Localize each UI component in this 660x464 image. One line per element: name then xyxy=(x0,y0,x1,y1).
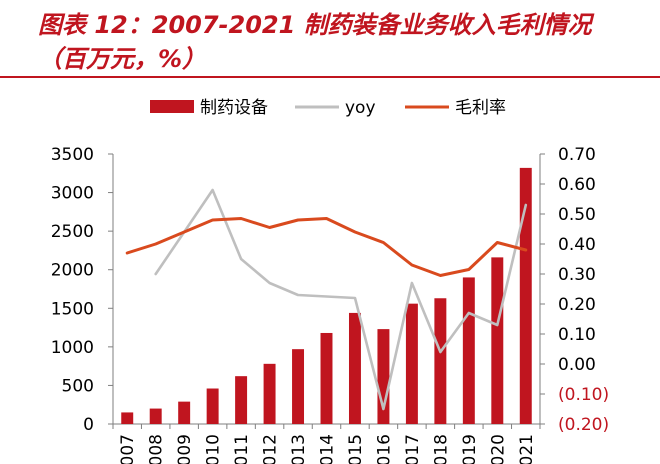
y-right-tick-label: 0.70 xyxy=(558,145,596,165)
x-tick-label: 2018 xyxy=(431,434,451,464)
x-tick-label: 2009 xyxy=(175,434,195,464)
y-right-tick-label: (0.20) xyxy=(558,415,609,435)
legend-label: 毛利率 xyxy=(455,98,506,118)
figure-title-line2: （百万元，%） xyxy=(38,45,207,73)
x-tick-label: 2017 xyxy=(403,434,423,464)
x-tick-label: 2019 xyxy=(460,434,480,464)
x-tick-label: 2013 xyxy=(289,434,309,464)
x-tick-label: 2021 xyxy=(517,434,537,464)
y-right-tick-label: 0.60 xyxy=(558,175,596,195)
x-tick-label: 2008 xyxy=(147,434,167,464)
legend: 制药设备 yoy 毛利率 xyxy=(150,98,506,118)
bar-2017 xyxy=(405,303,418,424)
x-tick-labels: 2007 2008 2009 2010 2011 2012 2013 2014 2015 2016… xyxy=(118,434,537,464)
x-tick-label: 2015 xyxy=(346,434,366,464)
y-left-tick-label: 3500 xyxy=(51,145,94,165)
y-left-tick-label: 1000 xyxy=(51,338,94,358)
bar-2015 xyxy=(348,312,361,424)
x-tick-label: 2007 xyxy=(118,434,138,464)
x-tick-label: 2011 xyxy=(232,434,252,464)
y-right-tick-label: 0.10 xyxy=(558,325,596,345)
y-left-tick-label: 500 xyxy=(62,376,94,396)
y-left-tick-label: 2000 xyxy=(51,261,94,281)
x-tick-label: 2012 xyxy=(261,434,281,464)
y-right-tick-label: 0.30 xyxy=(558,265,596,285)
y-right-tick-label: (0.10) xyxy=(558,385,609,405)
bar-2013 xyxy=(292,349,305,424)
x-tick-label: 2014 xyxy=(318,434,338,464)
bar-2007 xyxy=(121,412,134,424)
line-series xyxy=(125,188,528,411)
y-left-tick-label: 2500 xyxy=(51,222,94,242)
bar-2009 xyxy=(178,401,191,424)
bar-2011 xyxy=(235,376,248,424)
legend-label: yoy xyxy=(345,98,376,118)
bar-2018 xyxy=(434,298,447,424)
y-left-tick-label: 1500 xyxy=(51,299,94,319)
legend-label: 制药设备 xyxy=(200,98,268,118)
bar-2010 xyxy=(206,388,219,424)
x-tick-label: 2020 xyxy=(488,434,508,464)
bar-2020 xyxy=(491,257,504,424)
y-left-tick-label: 3000 xyxy=(51,184,94,204)
y-right-tick-label: 0.20 xyxy=(558,295,596,315)
y-right-tick-label: 0.00 xyxy=(558,355,596,375)
x-tick-label: 2016 xyxy=(374,434,394,464)
bar-2008 xyxy=(149,408,162,424)
bar-2012 xyxy=(263,363,276,424)
bar-series xyxy=(121,167,532,424)
gross-margin-line xyxy=(125,217,528,277)
figure-title-line1: 图表 12：2007-2021 制药装备业务收入毛利情况 xyxy=(38,11,592,39)
y-left-tick-label: 0 xyxy=(83,415,94,435)
bar-2019 xyxy=(462,277,475,424)
bar-2014 xyxy=(320,332,333,424)
bar-2016 xyxy=(377,329,390,424)
title-divider xyxy=(0,76,660,78)
yoy-line xyxy=(154,188,528,411)
x-tick-label: 2010 xyxy=(204,434,224,464)
bar-2021 xyxy=(519,167,532,424)
legend-swatch-bar xyxy=(150,100,194,113)
y-right-tick-label: 0.50 xyxy=(558,205,596,225)
y-right-tick-label: 0.40 xyxy=(558,235,596,255)
figure-title: 图表 12：2007-2021 制药装备业务收入毛利情况 （百万元，%） xyxy=(38,8,658,76)
